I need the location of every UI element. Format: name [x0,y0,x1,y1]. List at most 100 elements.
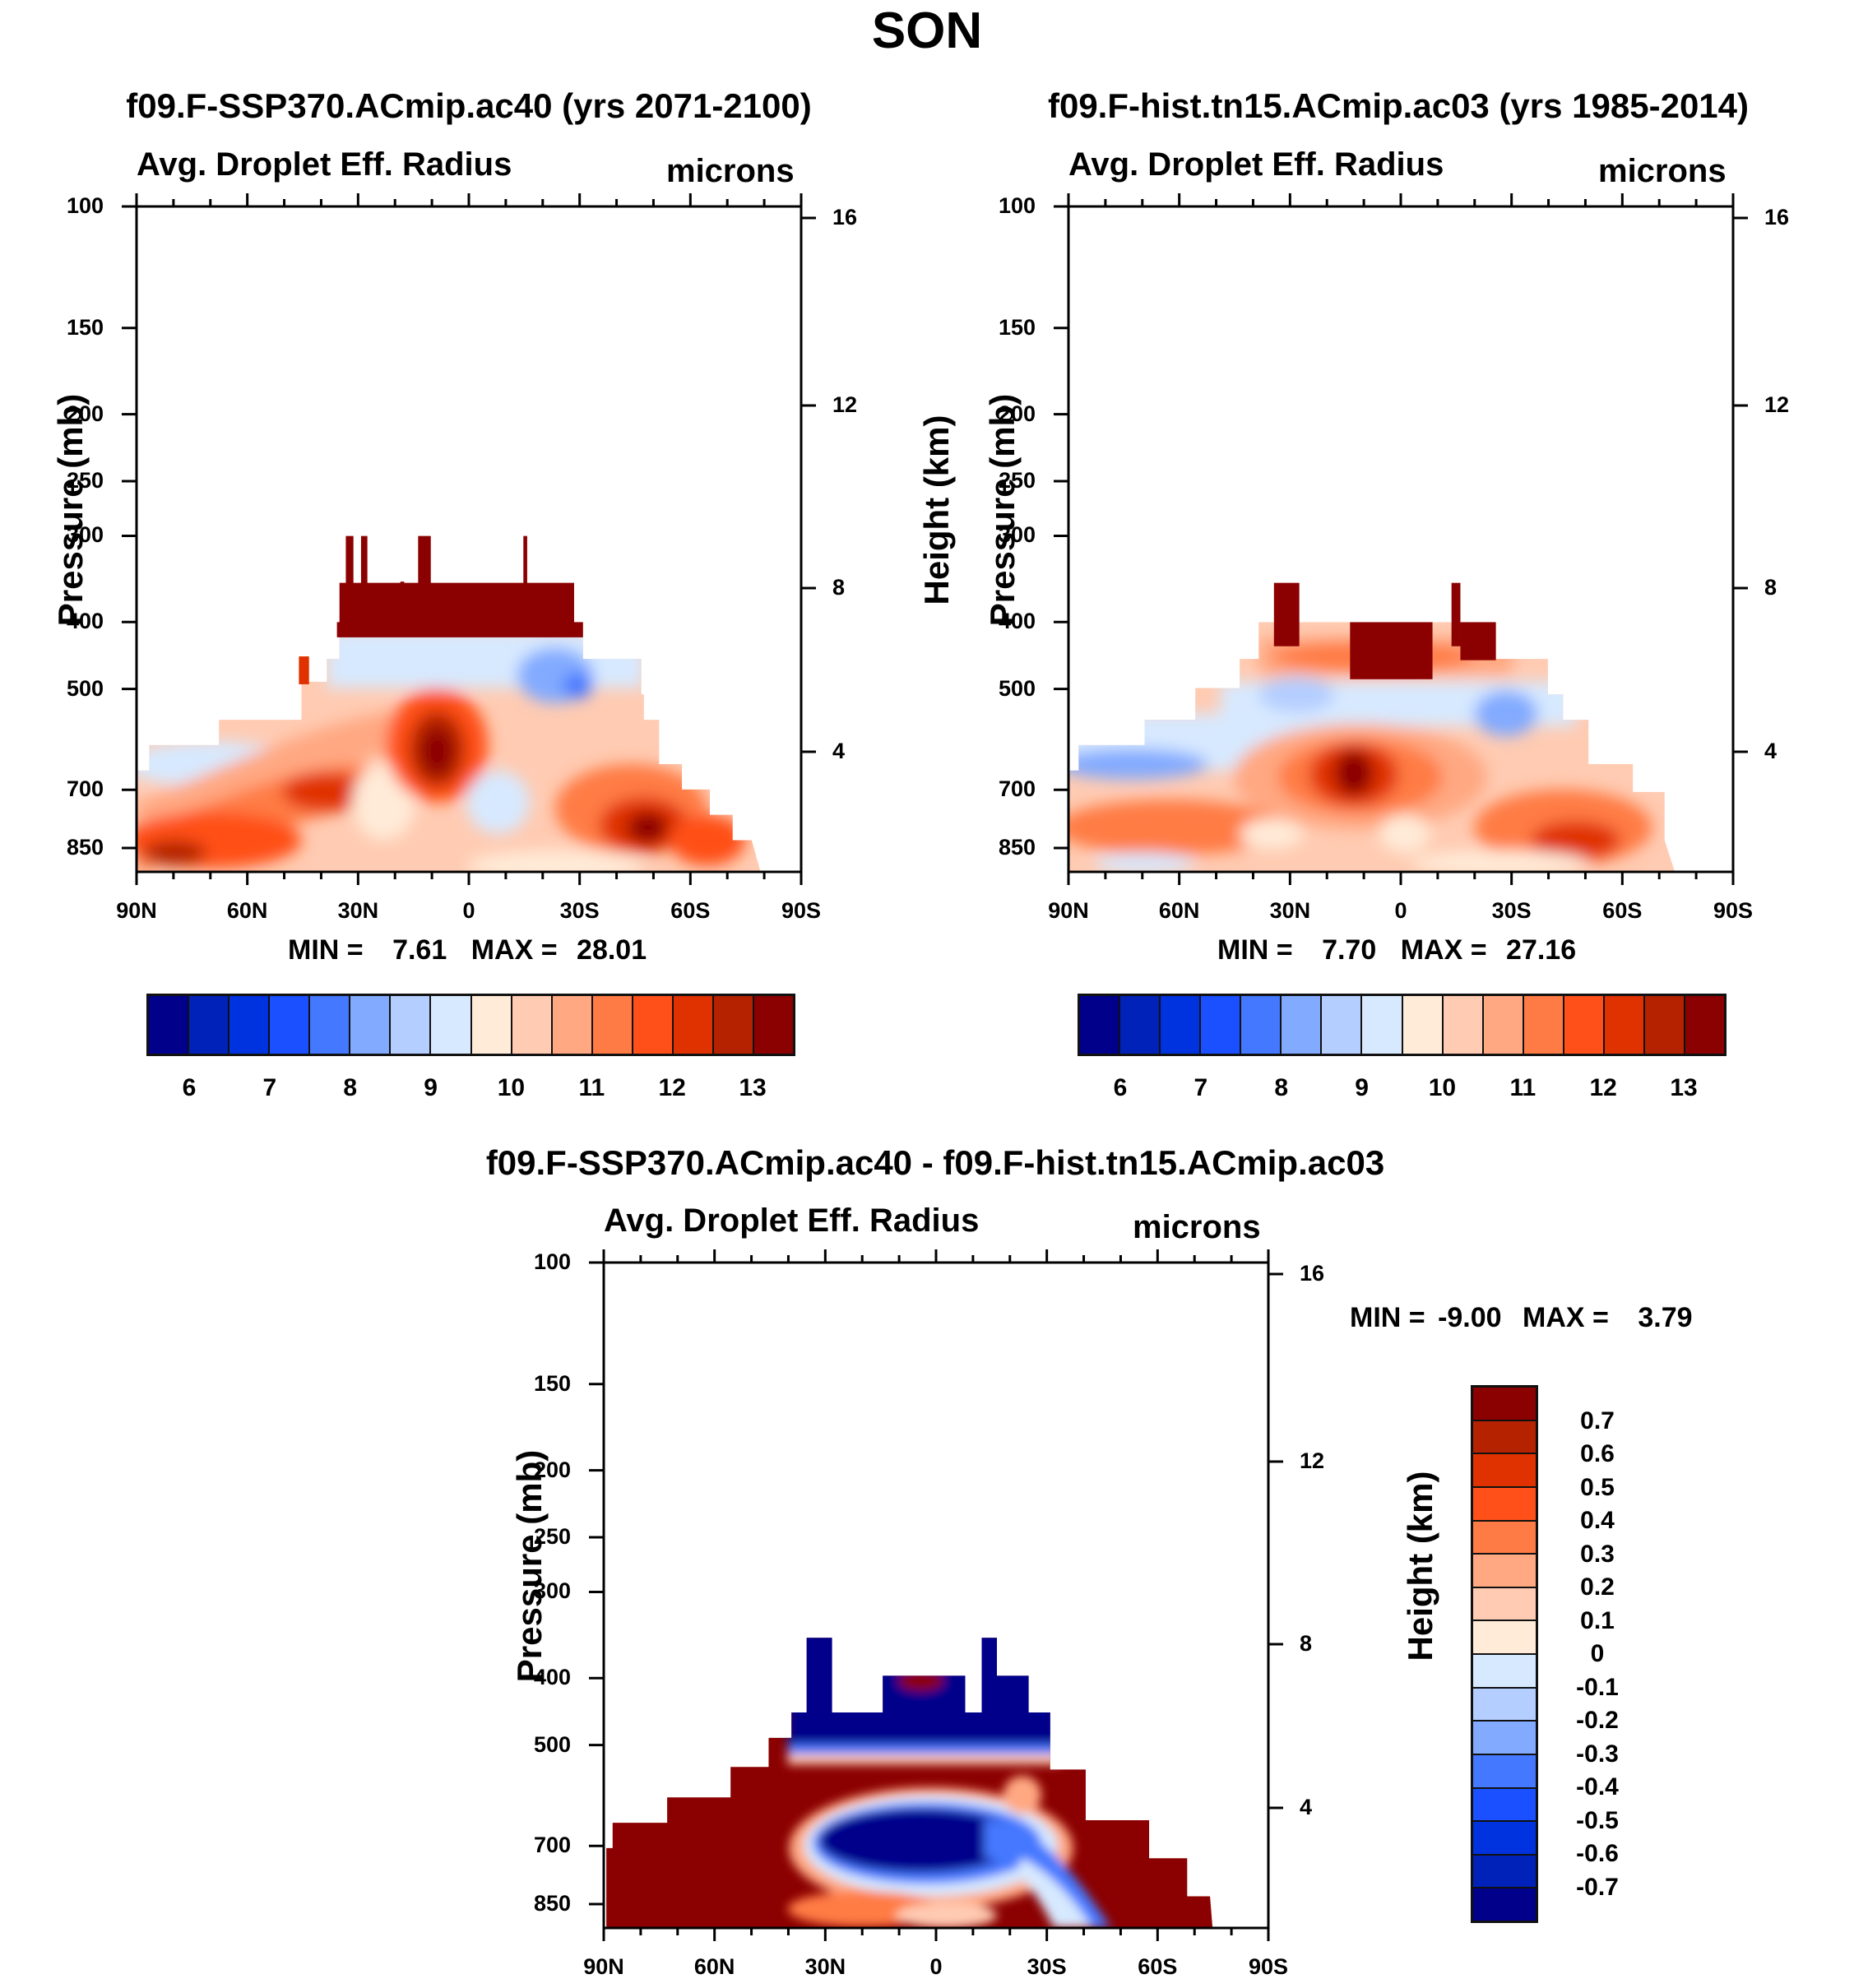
x-tick-label: 30N [1269,898,1311,923]
panel-1-title: f09.F-SSP370.ACmip.ac40 (yrs 2071-2100) [126,86,812,125]
y-tick-label: 300 [998,522,1036,548]
y2-tick-label: 8 [1300,1631,1313,1656]
y-tick-label: 400 [998,609,1036,634]
x-tick-label: 0 [462,898,475,923]
figure-title: SON [871,2,983,59]
colorbar-swatch [592,996,633,1054]
colorbar-label: -0.5 [1576,1806,1619,1834]
colorbar-label: 12 [658,1074,686,1101]
max-value: 3.79 [1638,1302,1693,1333]
colorbar-swatch [1201,996,1242,1054]
panel-2-title: f09.F-hist.tn15.ACmip.ac03 (yrs 1985-201… [1047,86,1750,125]
colorbar-swatch [1443,996,1484,1054]
y2-tick-label: 4 [1764,739,1778,763]
min-value: 7.70 [1322,934,1377,966]
x-tick-label: 90N [1048,898,1089,923]
y2-axis-label: Height (km) [1849,415,1854,605]
colorbar-swatch [1473,1655,1536,1689]
y2-tick-label: 4 [1300,1795,1313,1819]
colorbar-swatch [1473,1487,1536,1522]
x-tick-label: 90S [1248,1954,1289,1979]
x-tick-label: 60S [1138,1954,1178,1979]
colorbar-label: 0.3 [1580,1540,1615,1568]
colorbar-swatch [1473,1587,1536,1622]
x-tick-label: 60S [670,898,711,923]
min-label: MIN = [1350,1302,1425,1333]
x-tick-label: 90N [583,1954,624,1979]
colorbar-swatch [1080,996,1121,1054]
colorbar-swatch [1282,996,1323,1054]
y-axis-label: Pressure (mb) [983,393,1022,626]
colorbar-swatch [1685,996,1724,1054]
max-label: MAX = [1523,1302,1609,1333]
colorbar-swatch [1473,1454,1536,1488]
x-tick-label: 0 [929,1954,943,1979]
y2-tick-label: 12 [1764,392,1790,417]
colorbar-swatch [431,996,472,1054]
x-tick-label: 30N [337,898,379,923]
y2-tick-label: 4 [832,739,846,763]
colorbar-label: 9 [424,1074,438,1101]
plot-frame [602,1261,1270,1930]
colorbar-label: 6 [1113,1074,1128,1101]
colorbar-label: 0.2 [1580,1573,1615,1601]
y-tick-label: 850 [533,1891,571,1916]
colorbar-swatch [1473,1621,1536,1655]
y2-tick-label: 16 [1300,1261,1325,1286]
x-tick-label: 60N [226,898,268,923]
panel-3-min-max: MIN = -9.00 MAX = 3.79 [1350,1302,1693,1334]
colorbar-swatch [1473,1855,1536,1889]
colorbar-swatch [310,996,351,1054]
x-tick-label: 90S [781,898,822,923]
panel-3-colorbar [1471,1385,1538,1923]
y-tick-label: 250 [998,467,1036,493]
panel-1-axes [122,193,816,885]
panel-3-subtitle: Avg. Droplet Eff. Radius [604,1203,980,1239]
colorbar-label: 8 [343,1074,358,1101]
colorbar-swatch [1523,996,1564,1054]
y-tick-label: 500 [66,675,104,701]
colorbar-label: 7 [262,1074,277,1101]
panel-3-title: f09.F-SSP370.ACmip.ac40 - f09.F-hist.tn1… [485,1143,1385,1182]
panel-3-axes [589,1249,1283,1941]
colorbar-label: 0.4 [1580,1507,1615,1534]
panel-3-units: microns [1133,1209,1261,1245]
colorbar-swatch [1473,1722,1536,1755]
colorbar-label: 10 [497,1074,526,1101]
colorbar-label: -0.6 [1576,1840,1619,1867]
colorbar-swatch [552,996,593,1054]
y-tick-label: 200 [533,1457,571,1482]
x-tick-label: 60N [693,1954,735,1979]
colorbar-label: -0.4 [1576,1773,1619,1800]
y2-tick-label: 12 [1300,1448,1325,1473]
x-tick-label: 30S [1027,1954,1067,1979]
y-tick-label: 250 [533,1523,571,1549]
y-tick-label: 100 [533,1249,571,1274]
panel-1-colorbar [146,994,795,1056]
colorbar-swatch [1483,996,1524,1054]
y-axis-label: Pressure (mb) [51,393,90,626]
colorbar-label: 11 [1509,1074,1537,1101]
colorbar-label: 0.6 [1580,1440,1615,1467]
y-tick-label: 300 [66,522,104,548]
colorbar-swatch [1473,1822,1536,1856]
colorbar-label: 7 [1194,1074,1208,1101]
y2-axis-label: Height (km) [917,415,956,605]
max-value: 27.16 [1506,934,1577,966]
y-tick-label: 400 [533,1665,571,1690]
y-tick-label: 150 [998,314,1036,340]
x-tick-label: 30N [804,1954,846,1979]
y-tick-label: 850 [66,835,104,860]
y-tick-label: 200 [998,401,1036,426]
y2-tick-label: 16 [832,205,858,229]
colorbar-swatch [1473,1555,1536,1588]
colorbar-swatch [1322,996,1363,1054]
panel-2-units: microns [1598,153,1727,189]
y2-tick-label: 8 [1764,575,1778,600]
x-tick-label: 30S [559,898,600,923]
y-tick-label: 250 [66,467,104,493]
panel-2-min-max: MIN = 7.70 MAX = 27.16 [1217,934,1576,966]
colorbar-swatch [1473,1688,1536,1722]
panel-2-contour-field [1068,582,1676,872]
colorbar-swatch [512,996,553,1054]
